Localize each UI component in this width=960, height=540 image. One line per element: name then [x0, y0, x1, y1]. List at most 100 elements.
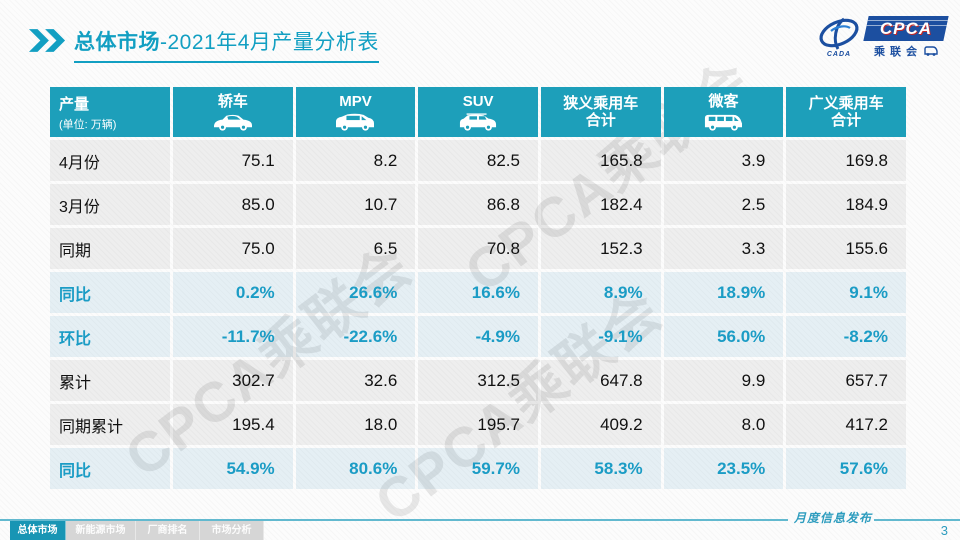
table-row: 累计 302.7 32.6 312.5 647.8 9.9 657.7	[50, 360, 906, 401]
table-cell: 302.7	[173, 360, 293, 401]
table-cell: 409.2	[540, 404, 661, 445]
table-cell: -9.1%	[540, 316, 661, 357]
row-label: 3月份	[50, 184, 170, 225]
table-cell: 169.8	[786, 140, 906, 181]
chevrons-icon	[28, 29, 66, 52]
table-cell: 56.0%	[663, 316, 784, 357]
table-cell: 82.5	[418, 140, 538, 181]
table-cell: 26.6%	[295, 272, 416, 313]
table-cell: 18.9%	[663, 272, 784, 313]
release-label: 月度信息发布	[794, 511, 873, 525]
table-cell: 75.0	[173, 228, 293, 269]
table-row: 同期 75.0 6.5 70.8 152.3 3.3 155.6	[50, 228, 906, 269]
table-cell: 184.9	[786, 184, 906, 225]
cpca-badge: CPCA	[863, 16, 949, 41]
table-cell: 9.9	[663, 360, 784, 401]
table-cell: 647.8	[540, 360, 661, 401]
microvan-icon	[705, 114, 743, 131]
table-cell: 152.3	[540, 228, 661, 269]
table-cell: -4.9%	[418, 316, 538, 357]
row-label: 累计	[50, 360, 170, 401]
table-cell: 155.6	[786, 228, 906, 269]
table-cell: 10.7	[295, 184, 416, 225]
table-cell: -8.2%	[786, 316, 906, 357]
page-number: 3	[940, 523, 948, 538]
tab-market-analysis[interactable]: 市场分析	[200, 521, 264, 540]
table-row: 4月份 75.1 8.2 82.5 165.8 3.9 169.8	[50, 140, 906, 181]
page-title: 总体市场-2021年4月产量分析表	[74, 26, 379, 63]
table-cell: 165.8	[540, 140, 661, 181]
tab-nev-market[interactable]: 新能源市场	[66, 521, 136, 540]
cpca-logo: CADA CPCA 乘联会	[817, 16, 949, 59]
table-cell: 85.0	[173, 184, 293, 225]
table-cell: 18.0	[295, 404, 416, 445]
column-header-broad-pv-total: 广义乘用车 合计	[786, 87, 906, 137]
table-cell: 182.4	[540, 184, 661, 225]
table-cell: 59.7%	[418, 448, 538, 489]
mpv-icon	[336, 113, 375, 131]
metric-label: 产量	[59, 95, 90, 113]
cpca-acronym: CPCA	[879, 18, 933, 38]
column-header-microvan: 微客	[663, 87, 784, 137]
table-cell: 57.6%	[786, 448, 906, 489]
table-row: 同比 0.2% 26.6% 16.6% 8.9% 18.9% 9.1%	[50, 272, 906, 313]
page-title-section: 总体市场	[74, 31, 160, 54]
suv-icon	[460, 113, 497, 131]
table-cell: 3.9	[663, 140, 784, 181]
table-cell: 58.3%	[540, 448, 661, 489]
footer-nav: 总体市场 新能源市场 厂商排名 市场分析	[10, 521, 264, 540]
footer-divider-right	[874, 519, 960, 521]
table-header-row: 产量 (单位: 万辆) 轿车 MPV	[50, 87, 906, 137]
table-cell: 195.7	[418, 404, 538, 445]
production-table: 产量 (单位: 万辆) 轿车 MPV	[47, 84, 909, 492]
row-label: 同比	[50, 272, 170, 313]
column-header-narrow-pv-total: 狭义乘用车 合计	[540, 87, 661, 137]
van-icon	[924, 46, 938, 56]
cpca-cn-label: 乘联会	[874, 46, 922, 58]
table-cell: 195.4	[173, 404, 293, 445]
table-cell: 8.0	[663, 404, 784, 445]
table-cell: 6.5	[295, 228, 416, 269]
table-cell: 312.5	[418, 360, 538, 401]
column-header-suv: SUV	[418, 87, 538, 137]
table-cell: -11.7%	[173, 316, 293, 357]
row-label: 同期累计	[50, 404, 170, 445]
row-label: 同期	[50, 228, 170, 269]
table-cell: 23.5%	[663, 448, 784, 489]
table-row: 同期累计 195.4 18.0 195.7 409.2 8.0 417.2	[50, 404, 906, 445]
table-cell: 70.8	[418, 228, 538, 269]
table-cell: 54.9%	[173, 448, 293, 489]
row-label: 环比	[50, 316, 170, 357]
table-row: 3月份 85.0 10.7 86.8 182.4 2.5 184.9	[50, 184, 906, 225]
tab-overall-market[interactable]: 总体市场	[10, 521, 66, 540]
sedan-icon	[213, 114, 252, 131]
table-cell: 8.9%	[540, 272, 661, 313]
table-cell: 3.3	[663, 228, 784, 269]
table-cell: 80.6%	[295, 448, 416, 489]
column-header-mpv: MPV	[295, 87, 416, 137]
row-label: 同比	[50, 448, 170, 489]
table-cell: 657.7	[786, 360, 906, 401]
table-cell: -22.6%	[295, 316, 416, 357]
row-label: 4月份	[50, 140, 170, 181]
table-cell: 2.5	[663, 184, 784, 225]
table-cell: 417.2	[786, 404, 906, 445]
table-cell: 32.6	[295, 360, 416, 401]
cada-swoosh-icon: CADA	[817, 17, 861, 58]
tab-manufacturer-ranking[interactable]: 厂商排名	[136, 521, 200, 540]
cada-label: CADA	[826, 51, 852, 58]
column-header-metric: 产量 (单位: 万辆)	[50, 87, 170, 137]
table-cell: 75.1	[173, 140, 293, 181]
cpca-cn-name: 乘联会	[874, 43, 938, 59]
table-cell: 16.6%	[418, 272, 538, 313]
metric-unit: (单位: 万辆)	[59, 118, 117, 131]
column-header-sedan: 轿车	[173, 87, 293, 137]
page-title-rest: -2021年4月产量分析表	[160, 31, 379, 54]
table-row: 同比 54.9% 80.6% 59.7% 58.3% 23.5% 57.6%	[50, 448, 906, 489]
table-row: 环比 -11.7% -22.6% -4.9% -9.1% 56.0% -8.2%	[50, 316, 906, 357]
footer-divider-left	[0, 519, 788, 521]
title-row: 总体市场-2021年4月产量分析表	[28, 26, 379, 63]
table-cell: 0.2%	[173, 272, 293, 313]
table-cell: 86.8	[418, 184, 538, 225]
